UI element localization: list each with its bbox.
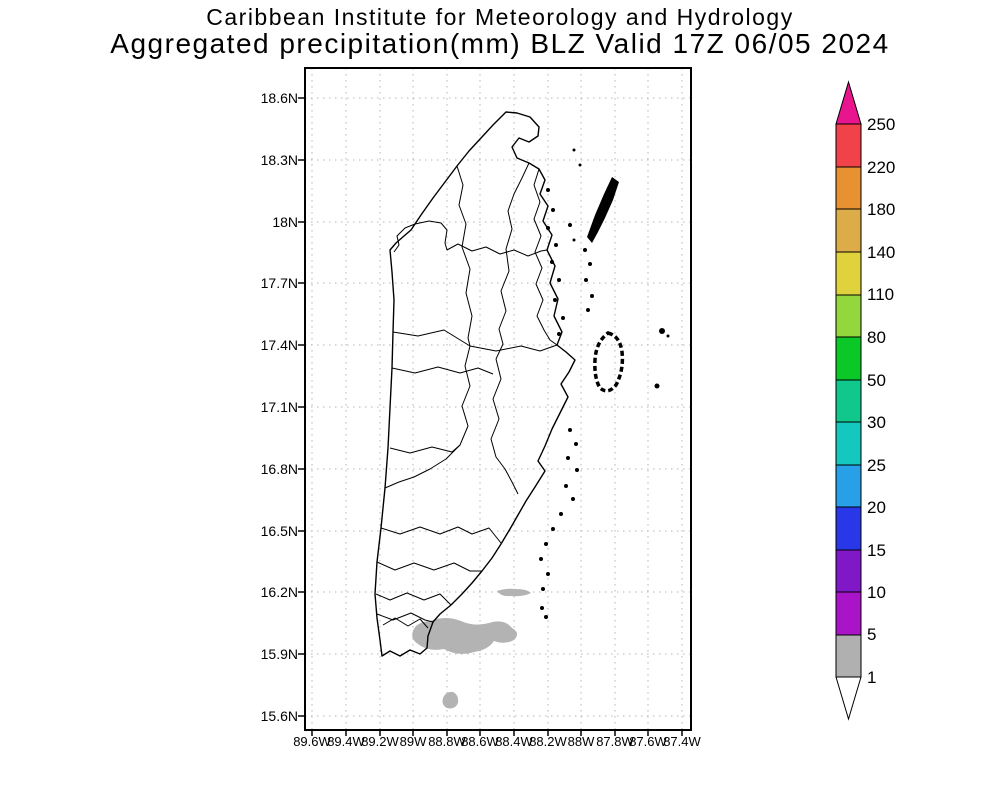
page-title: Caribbean Institute for Meteorology and … [206, 4, 794, 30]
lat-label: 17.7N [260, 275, 298, 291]
colorbar-label: 80 [867, 328, 886, 347]
bottom-axis-ticks [311, 730, 683, 736]
colorbar-label: 250 [867, 115, 896, 134]
colorbar-label: 20 [867, 498, 886, 517]
colorbar-label: 5 [867, 625, 877, 644]
lat-label: 15.6N [260, 708, 298, 724]
colorbar-label: 25 [867, 456, 886, 475]
colorbar-label: 180 [867, 200, 896, 219]
colorbar-label: 220 [867, 158, 896, 177]
colorbar-segment [835, 421, 862, 466]
cayes-islands [539, 148, 670, 619]
colorbar-underflow-arrow [835, 676, 862, 721]
ambergris-caye [587, 177, 619, 243]
lon-label: 89W [399, 734, 427, 749]
lat-label: 16.5N [260, 523, 298, 539]
lat-label: 17.4N [260, 337, 298, 353]
colorbar-label: 1 [867, 668, 877, 687]
lat-label: 18.3N [260, 152, 298, 168]
turneffe-atoll [593, 331, 625, 393]
page-subtitle: Aggregated precipitation(mm) BLZ Valid 1… [110, 28, 890, 59]
colorbar-segment [835, 549, 862, 593]
left-axis-ticks [298, 97, 305, 717]
colorbar-segment [835, 634, 862, 678]
lon-label: 88.6W [461, 734, 499, 749]
colorbar-segment [835, 464, 862, 508]
lon-label: 88.8W [428, 734, 466, 749]
colorbar-segment [835, 166, 862, 210]
lon-label: 88W [567, 734, 595, 749]
precip-shade-regions [412, 588, 531, 709]
lat-label: 15.9N [260, 646, 298, 662]
lat-label: 16.2N [260, 584, 298, 600]
lon-label: 88.4W [495, 734, 533, 749]
colorbar-segment [835, 294, 862, 338]
precip-region-south-coast [412, 618, 518, 654]
colorbar-segment [835, 591, 862, 636]
lat-label: 18N [272, 214, 298, 230]
lon-label: 87.8W [596, 734, 634, 749]
lon-label: 88.2W [529, 734, 567, 749]
colorbar-label: 50 [867, 371, 886, 390]
lon-label: 89.6W [293, 734, 331, 749]
colorbar-label: 30 [867, 413, 886, 432]
colorbar-segment [835, 251, 862, 296]
lon-label: 87.6W [629, 734, 667, 749]
precip-region-streak [497, 588, 531, 597]
lon-label: 89.2W [361, 734, 399, 749]
colorbar [835, 80, 862, 721]
belize-outline [374, 111, 576, 657]
lon-label: 89.4W [327, 734, 365, 749]
colorbar-segment [835, 379, 862, 423]
colorbar-label: 10 [867, 583, 886, 602]
colorbar-segment [835, 208, 862, 253]
district-boundaries [375, 162, 558, 629]
lat-label: 17.1N [260, 399, 298, 415]
plot-frame [298, 67, 692, 736]
colorbar-label: 15 [867, 541, 886, 560]
lon-label: 87.4W [663, 734, 701, 749]
colorbar-overflow-arrow [835, 80, 862, 125]
colorbar-label: 140 [867, 243, 896, 262]
precip-region-small-south [442, 691, 459, 709]
colorbar-segment [835, 123, 862, 168]
lat-label: 18.6N [260, 90, 298, 106]
lat-label: 16.8N [260, 461, 298, 477]
colorbar-segment [835, 336, 862, 381]
colorbar-segment [835, 506, 862, 551]
colorbar-label: 110 [867, 285, 895, 304]
